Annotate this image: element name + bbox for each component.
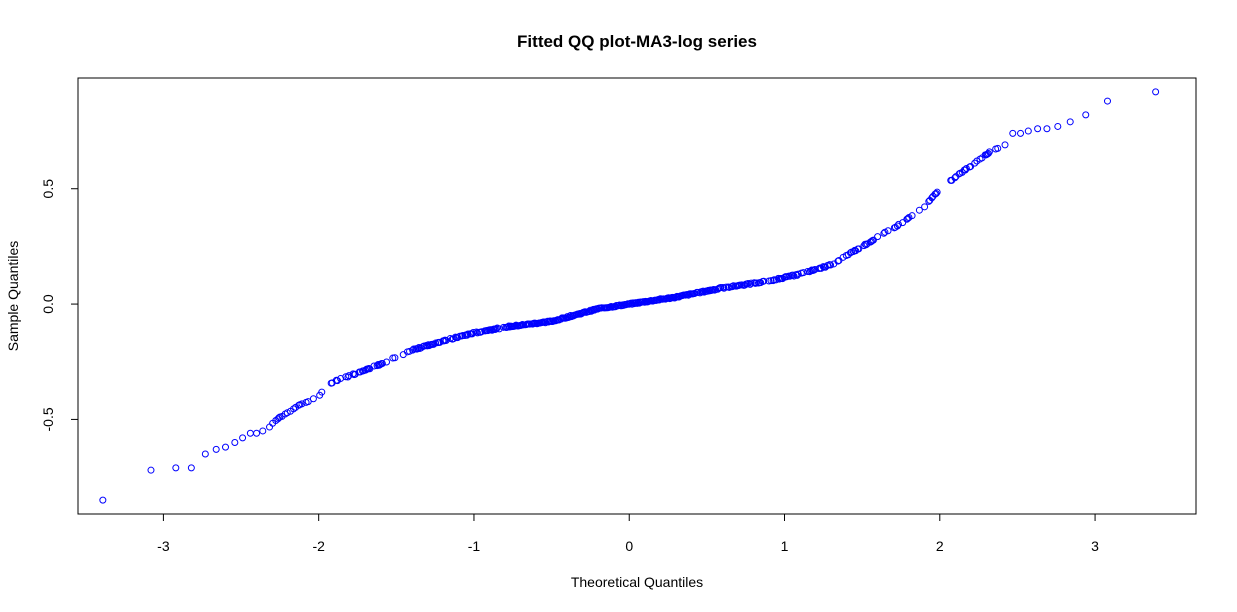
data-point — [1001, 141, 1009, 149]
data-point — [921, 203, 929, 211]
data-point — [984, 149, 992, 157]
x-tick-label: -3 — [157, 538, 170, 554]
data-point — [971, 159, 979, 167]
data-point — [239, 434, 247, 442]
data-point — [472, 328, 480, 336]
data-point — [817, 264, 825, 272]
x-tick-label: -1 — [468, 538, 481, 554]
data-point — [259, 427, 267, 435]
y-tick-label: 0.5 — [40, 179, 56, 199]
data-point — [345, 372, 353, 380]
data-point — [827, 261, 835, 269]
data-point — [246, 429, 254, 437]
points-layer — [99, 88, 1160, 504]
data-point — [275, 414, 283, 422]
data-point — [985, 148, 993, 156]
data-point — [789, 271, 797, 279]
y-axis-label: Sample Quantiles — [5, 241, 21, 352]
data-point — [908, 212, 916, 220]
data-point — [747, 279, 755, 287]
data-point — [903, 215, 911, 223]
data-point — [962, 164, 970, 172]
data-point — [931, 190, 939, 198]
data-point — [1103, 97, 1111, 105]
data-point — [899, 219, 907, 227]
data-point — [304, 398, 312, 406]
data-point — [1152, 88, 1160, 96]
data-point — [760, 277, 768, 285]
data-point — [717, 284, 725, 292]
plot-frame — [77, 77, 1197, 515]
data-point — [491, 326, 499, 334]
data-point — [266, 423, 274, 431]
x-axis: -3 -2 -1 0 1 2 3 — [157, 513, 1099, 554]
data-point — [290, 405, 298, 413]
data-point — [834, 257, 842, 265]
data-point — [309, 395, 317, 403]
y-axis: -0.5 0.0 0.5 — [40, 179, 79, 431]
data-point — [1043, 125, 1051, 133]
x-axis-label: Theoretical Quantiles — [571, 574, 703, 590]
data-point — [468, 330, 476, 338]
x-tick-label: 2 — [936, 538, 944, 554]
data-point — [318, 388, 326, 396]
data-point — [967, 163, 975, 170]
data-point — [698, 288, 706, 296]
data-point — [222, 443, 230, 451]
data-point — [442, 337, 450, 345]
data-point — [1034, 125, 1042, 133]
data-point — [449, 335, 457, 343]
data-point — [201, 450, 209, 458]
data-point — [790, 272, 798, 280]
data-point — [874, 233, 882, 241]
data-point — [187, 464, 195, 472]
data-point — [231, 438, 239, 446]
data-point — [994, 144, 1002, 152]
data-point — [767, 277, 775, 285]
data-point — [869, 236, 877, 244]
data-point — [932, 189, 940, 197]
data-point — [492, 325, 500, 333]
y-tick-label: -0.5 — [40, 407, 56, 431]
data-point — [895, 220, 902, 228]
data-point — [495, 325, 503, 333]
data-point — [378, 360, 386, 368]
data-point — [253, 429, 261, 437]
data-point — [1017, 129, 1025, 137]
data-point — [383, 358, 391, 366]
data-point — [344, 373, 352, 381]
data-point — [374, 360, 382, 368]
data-point — [793, 271, 801, 279]
data-point — [1054, 122, 1062, 130]
data-point — [172, 464, 180, 472]
x-tick-label: 0 — [625, 538, 633, 554]
data-point — [212, 445, 220, 453]
chart-title: Fitted QQ plot-MA3-log series — [517, 32, 757, 51]
data-point — [391, 354, 399, 362]
y-tick-label: 0.0 — [40, 294, 56, 314]
data-point — [424, 341, 432, 349]
data-point — [99, 496, 107, 504]
data-point — [752, 279, 760, 287]
data-point — [1066, 118, 1074, 126]
x-tick-label: 1 — [781, 538, 789, 554]
data-point — [746, 280, 754, 288]
data-point — [884, 227, 892, 235]
data-point — [370, 362, 378, 370]
data-point — [933, 188, 941, 196]
data-point — [893, 222, 901, 230]
data-point — [147, 466, 155, 474]
data-point — [298, 400, 306, 408]
data-point — [770, 276, 778, 284]
data-point — [915, 206, 923, 214]
data-point — [463, 331, 471, 339]
x-tick-label: -2 — [312, 538, 325, 554]
data-point — [1009, 129, 1017, 137]
x-tick-label: 3 — [1091, 538, 1099, 554]
data-point — [951, 174, 959, 182]
data-point — [855, 245, 863, 253]
data-point — [1082, 111, 1090, 119]
data-point — [1024, 127, 1032, 135]
